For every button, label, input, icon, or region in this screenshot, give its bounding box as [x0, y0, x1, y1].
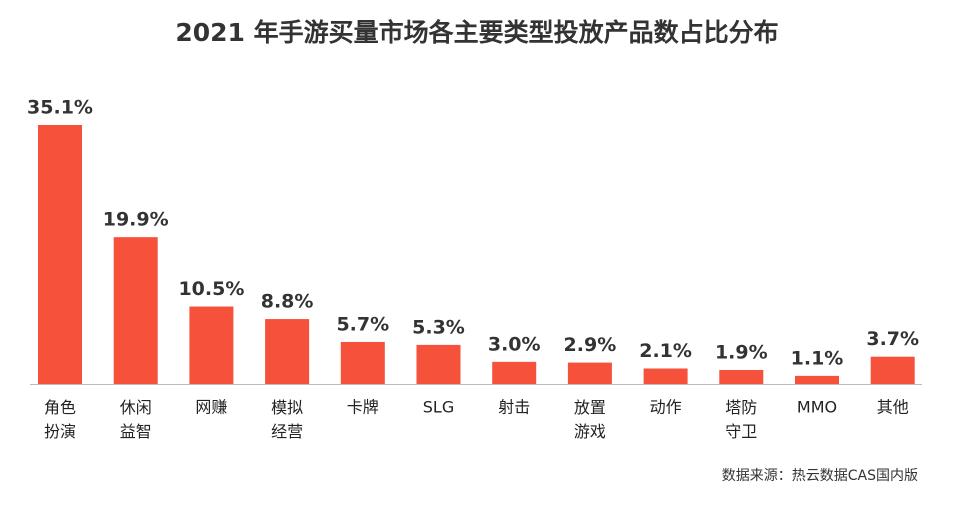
value-label: 2.9% [564, 334, 617, 356]
bar [340, 341, 385, 384]
value-label: 1.9% [715, 341, 768, 363]
x-tick-label: 休闲益智 [120, 398, 152, 441]
x-tick-label: 角色扮演 [44, 398, 76, 441]
bar [795, 375, 839, 384]
bar [567, 362, 612, 384]
value-label: 8.8% [261, 291, 314, 313]
value-label: 10.5% [178, 278, 244, 300]
x-tick-label: 其他 [877, 398, 909, 417]
chart-title: 2021 年手游买量市场各主要类型投放产品数占比分布 [175, 18, 778, 47]
x-tick-label: 放置游戏 [574, 398, 606, 441]
value-label: 3.0% [488, 333, 541, 355]
value-label: 5.7% [336, 313, 389, 335]
bar [492, 361, 537, 384]
source-note: 数据来源：热云数据CAS国内版 [722, 468, 918, 484]
value-label: 19.9% [103, 209, 169, 231]
bar [416, 344, 461, 384]
x-tick-label: MMO [797, 398, 837, 417]
bar [113, 237, 158, 384]
value-label: 35.1% [27, 97, 93, 119]
x-tick-label: 动作 [650, 398, 682, 417]
bar [38, 125, 82, 384]
x-tick-label: 模拟经营 [271, 398, 303, 441]
x-tick-label: 网赚 [195, 398, 227, 417]
x-tick-label: SLG [423, 398, 454, 417]
bar [643, 368, 688, 384]
bar [719, 369, 764, 384]
value-label: 5.3% [412, 316, 465, 338]
value-label: 2.1% [639, 340, 692, 362]
bar [189, 306, 234, 384]
bar [265, 319, 310, 384]
value-label: 3.7% [866, 328, 919, 350]
bar [870, 356, 915, 384]
x-tick-label: 塔防守卫 [725, 398, 757, 441]
x-tick-label: 射击 [498, 398, 530, 417]
x-tick-label: 卡牌 [347, 398, 379, 417]
value-label: 1.1% [791, 347, 844, 369]
